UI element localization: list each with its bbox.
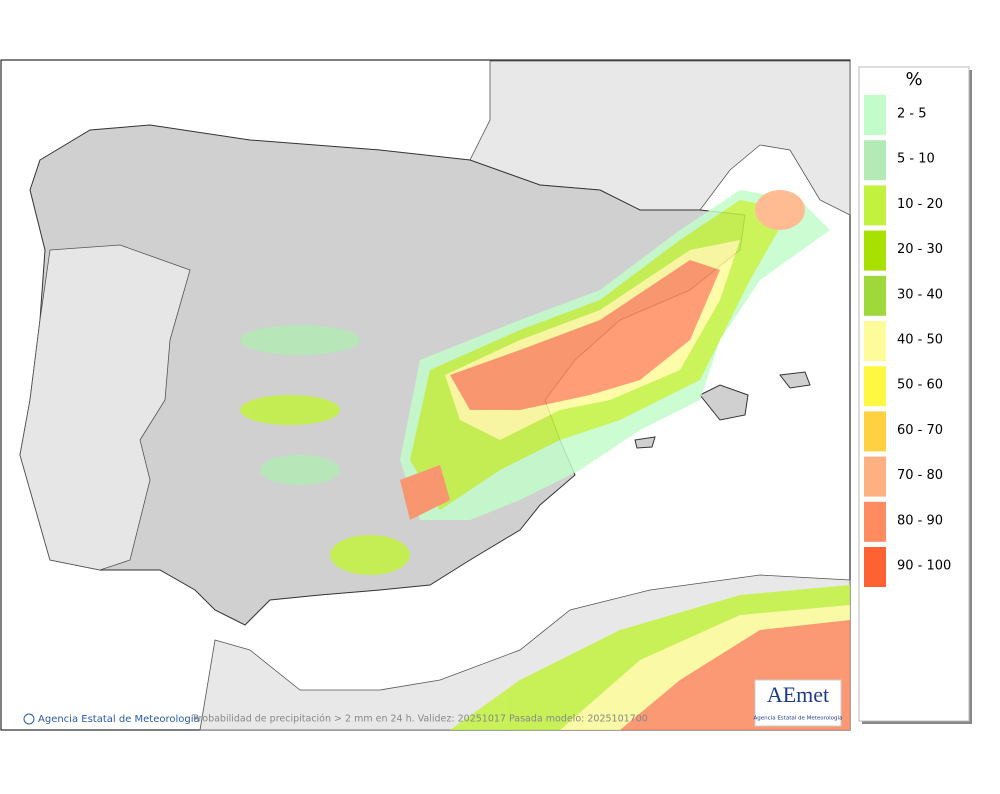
legend-swatch — [864, 321, 886, 361]
legend-swatch — [864, 411, 886, 452]
legend-swatch — [864, 95, 886, 135]
legend-label: 60 - 70 — [897, 423, 943, 438]
legend-label: 90 - 100 — [897, 559, 951, 574]
map: Agencia Estatal de Meteorología Probabil… — [0, 59, 851, 731]
legend-swatch — [864, 275, 886, 316]
legend-label: 30 - 40 — [897, 287, 943, 302]
legend-label: 5 - 10 — [897, 152, 935, 167]
legend-title: % — [905, 69, 922, 90]
logo-subtitle: Agencia Estatal de Meteorología — [754, 715, 843, 722]
legend-swatch — [864, 501, 886, 542]
legend-label: 40 - 50 — [897, 333, 943, 348]
island — [699, 384, 749, 421]
legend-label: 50 - 60 — [897, 378, 943, 393]
legend-label: 20 - 30 — [897, 242, 943, 257]
land-portugal — [19, 244, 191, 571]
legend: % 2 - 5 5 - 10 10 - 20 20 - 30 30 - 40 40 - 5… — [858, 66, 972, 724]
legend-swatch — [864, 547, 886, 587]
map-caption: Probabilidad de precipitación > 2 mm en … — [193, 714, 648, 725]
legend-swatch — [864, 140, 886, 181]
legend-label: 2 - 5 — [897, 107, 927, 122]
legend-label: 70 - 80 — [897, 468, 943, 483]
footer-credit: Agencia Estatal de Meteorología — [38, 713, 200, 725]
legend-swatch — [864, 366, 886, 407]
island — [779, 371, 811, 389]
precipitation-areas — [240, 190, 850, 730]
logo-box — [754, 679, 842, 727]
legend-swatch — [864, 185, 886, 226]
copyright-icon — [23, 713, 35, 725]
legend-label: 10 - 20 — [897, 197, 943, 212]
legend-label: 80 - 90 — [897, 513, 943, 528]
island — [634, 436, 656, 449]
legend-swatch — [864, 456, 886, 497]
logo-name: AEmet — [767, 682, 829, 707]
legend-swatch — [864, 230, 886, 271]
